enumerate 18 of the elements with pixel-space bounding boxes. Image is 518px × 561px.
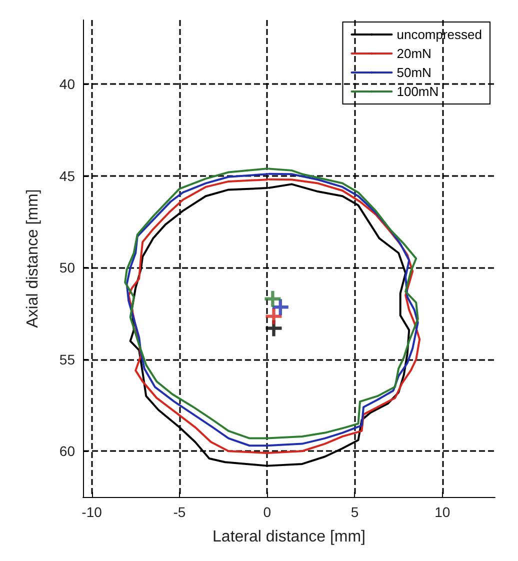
x-tick-label: -5 (173, 504, 186, 520)
x-tick-label: 0 (263, 504, 272, 520)
y-tick-label: 45 (59, 168, 76, 184)
x-axis-title: Lateral distance [mm] (212, 528, 366, 546)
y-tick-label: 55 (59, 351, 76, 368)
y-tick-label: 50 (59, 260, 76, 276)
y-tick-label: 40 (59, 76, 76, 92)
legend-label: uncompressed (396, 27, 482, 42)
point (264, 290, 281, 307)
y-axis-title: Axial distance [mm] (24, 189, 42, 328)
x-tick-label: -10 (82, 504, 102, 520)
point (266, 308, 282, 324)
legend-label: 100mN (396, 84, 439, 99)
y-tick-label: 60 (59, 443, 76, 460)
legend-label: 20mN (396, 46, 432, 61)
x-tick-label: 5 (350, 504, 359, 520)
x-tick-label: 10 (434, 504, 450, 520)
legend-label: 50mN (396, 65, 432, 80)
